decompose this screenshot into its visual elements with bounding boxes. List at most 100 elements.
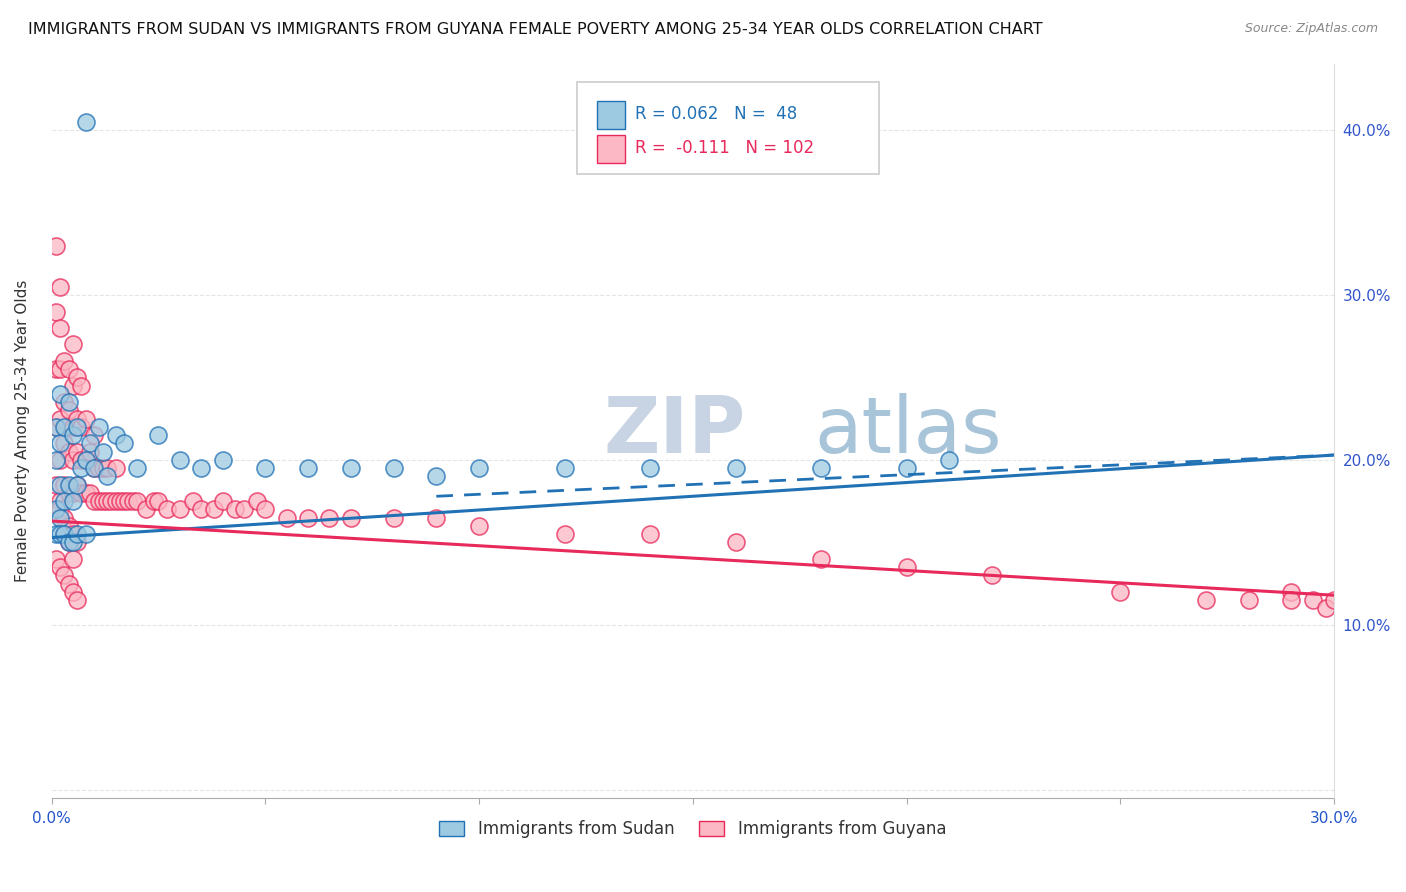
Point <box>66 370 89 384</box>
Point <box>425 469 447 483</box>
Point <box>232 502 254 516</box>
Point <box>638 527 661 541</box>
Point <box>66 420 89 434</box>
Point <box>425 510 447 524</box>
Point <box>53 477 76 491</box>
Point <box>62 486 84 500</box>
Point <box>62 378 84 392</box>
Point <box>468 461 491 475</box>
Point <box>62 585 84 599</box>
Point <box>1281 585 1303 599</box>
Point <box>66 477 89 491</box>
Point <box>75 486 97 500</box>
Point <box>83 461 105 475</box>
Point <box>1109 585 1132 599</box>
Point <box>75 453 97 467</box>
Point <box>190 461 212 475</box>
Text: R = 0.062   N =  48: R = 0.062 N = 48 <box>636 105 797 123</box>
Point <box>981 568 1004 582</box>
Text: IMMIGRANTS FROM SUDAN VS IMMIGRANTS FROM GUYANA FEMALE POVERTY AMONG 25-34 YEAR : IMMIGRANTS FROM SUDAN VS IMMIGRANTS FROM… <box>28 22 1043 37</box>
Point <box>382 461 405 475</box>
Point <box>70 461 93 475</box>
Point <box>810 552 832 566</box>
Bar <box>596 136 624 163</box>
Point <box>148 494 170 508</box>
Point <box>724 535 747 549</box>
Point <box>169 502 191 516</box>
Point <box>53 420 76 434</box>
Point <box>91 444 114 458</box>
Point <box>169 453 191 467</box>
Point <box>49 502 72 516</box>
Point <box>58 535 80 549</box>
Bar <box>596 101 624 128</box>
Point <box>104 461 127 475</box>
Point <box>810 461 832 475</box>
Point <box>83 428 105 442</box>
Point <box>1237 593 1260 607</box>
Point <box>58 403 80 417</box>
Point <box>896 560 918 574</box>
Text: ZIP: ZIP <box>603 393 745 469</box>
Point <box>318 510 340 524</box>
Point <box>62 420 84 434</box>
Point <box>49 510 72 524</box>
Point <box>75 411 97 425</box>
Point <box>1302 593 1324 607</box>
Point <box>62 428 84 442</box>
Point <box>70 378 93 392</box>
Point <box>70 420 93 434</box>
Text: Source: ZipAtlas.com: Source: ZipAtlas.com <box>1244 22 1378 36</box>
Point <box>96 461 118 475</box>
Point <box>49 279 72 293</box>
Point <box>53 568 76 582</box>
Point <box>62 535 84 549</box>
Point <box>49 362 72 376</box>
Point <box>45 552 67 566</box>
Point <box>45 527 67 541</box>
Point <box>53 527 76 541</box>
Point <box>75 115 97 129</box>
Point <box>112 436 135 450</box>
Point <box>53 354 76 368</box>
Point <box>297 510 319 524</box>
Point <box>382 510 405 524</box>
Point <box>70 486 93 500</box>
Point <box>254 461 277 475</box>
Point <box>104 428 127 442</box>
Point <box>62 494 84 508</box>
Point <box>49 494 72 508</box>
Point <box>554 527 576 541</box>
Point <box>53 494 76 508</box>
Point <box>112 494 135 508</box>
Text: R =  -0.111   N = 102: R = -0.111 N = 102 <box>636 139 814 158</box>
Point <box>62 527 84 541</box>
Point <box>45 238 67 252</box>
Point <box>62 552 84 566</box>
Point <box>70 453 93 467</box>
Y-axis label: Female Poverty Among 25-34 Year Olds: Female Poverty Among 25-34 Year Olds <box>15 280 30 582</box>
Point <box>1323 593 1346 607</box>
Point <box>135 502 157 516</box>
Point <box>148 428 170 442</box>
Point <box>58 486 80 500</box>
Point <box>45 304 67 318</box>
Point <box>125 461 148 475</box>
Legend: Immigrants from Sudan, Immigrants from Guyana: Immigrants from Sudan, Immigrants from G… <box>433 814 953 845</box>
Point <box>340 510 363 524</box>
Point <box>297 461 319 475</box>
Point <box>724 461 747 475</box>
Point <box>53 395 76 409</box>
Point <box>91 461 114 475</box>
Point <box>45 362 67 376</box>
Point <box>45 420 67 434</box>
Point <box>79 444 101 458</box>
Point <box>58 535 80 549</box>
Point <box>45 477 67 491</box>
Point <box>66 527 89 541</box>
Point <box>58 362 80 376</box>
Point <box>181 494 204 508</box>
Text: atlas: atlas <box>814 393 1002 469</box>
Point <box>468 519 491 533</box>
Point <box>49 411 72 425</box>
